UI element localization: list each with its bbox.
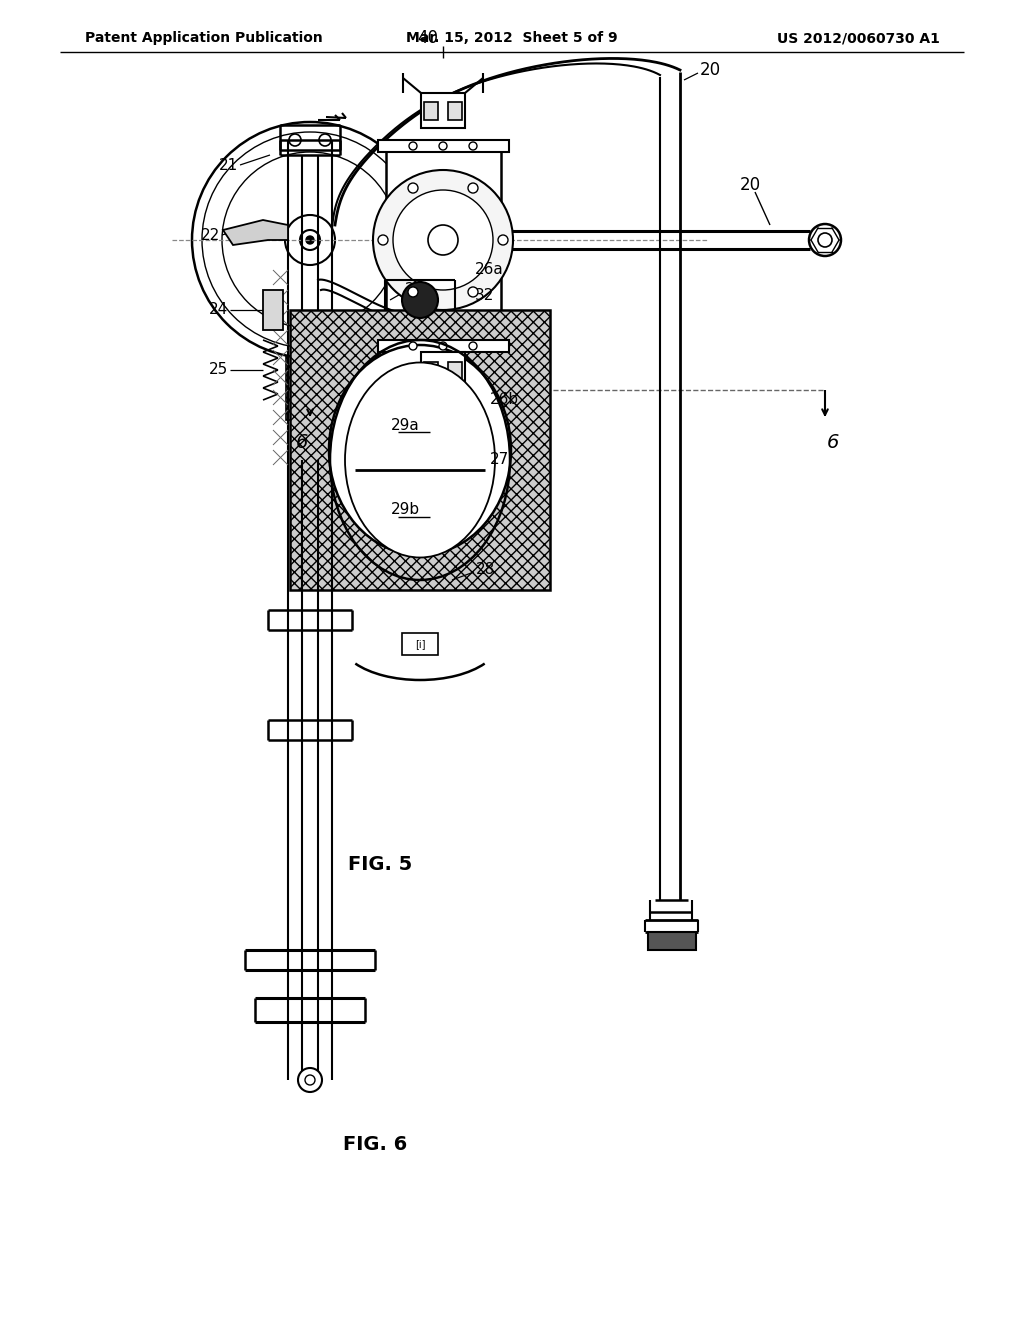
Bar xyxy=(648,932,696,950)
Circle shape xyxy=(393,190,493,290)
Polygon shape xyxy=(223,220,288,246)
Text: [i]: [i] xyxy=(415,639,425,649)
Ellipse shape xyxy=(329,345,511,554)
Circle shape xyxy=(300,230,319,249)
Circle shape xyxy=(285,215,335,265)
Bar xyxy=(378,140,509,152)
Circle shape xyxy=(298,1068,322,1092)
Circle shape xyxy=(305,1074,315,1085)
Text: 29a: 29a xyxy=(390,417,420,433)
Bar xyxy=(449,102,462,120)
Text: 20: 20 xyxy=(740,176,761,194)
Bar xyxy=(378,341,509,352)
Text: 29b: 29b xyxy=(390,503,420,517)
Circle shape xyxy=(469,342,477,350)
Ellipse shape xyxy=(345,363,495,557)
Circle shape xyxy=(498,235,508,246)
Circle shape xyxy=(378,235,388,246)
Text: 26a: 26a xyxy=(475,263,504,277)
Bar xyxy=(402,634,438,655)
Circle shape xyxy=(439,342,447,350)
Bar xyxy=(290,310,550,590)
Text: FIG. 6: FIG. 6 xyxy=(343,1135,408,1155)
Text: 40: 40 xyxy=(418,29,438,48)
Text: 32: 32 xyxy=(475,288,495,302)
Bar xyxy=(386,140,501,341)
Circle shape xyxy=(408,286,418,297)
Circle shape xyxy=(409,143,417,150)
Bar xyxy=(424,362,438,380)
Bar xyxy=(263,290,283,330)
Bar xyxy=(421,92,465,128)
Text: 25: 25 xyxy=(209,363,228,378)
Circle shape xyxy=(428,224,458,255)
Bar xyxy=(424,102,438,120)
Text: 22: 22 xyxy=(201,227,220,243)
Bar xyxy=(421,352,465,387)
Circle shape xyxy=(306,236,314,244)
Circle shape xyxy=(809,224,841,256)
Text: 6: 6 xyxy=(296,433,308,451)
Circle shape xyxy=(408,183,418,193)
Text: Patent Application Publication: Patent Application Publication xyxy=(85,30,323,45)
Text: 28: 28 xyxy=(476,562,496,578)
Circle shape xyxy=(202,132,418,348)
Circle shape xyxy=(193,121,428,358)
Text: 27: 27 xyxy=(490,453,509,467)
Text: 6: 6 xyxy=(826,433,840,451)
Circle shape xyxy=(469,143,477,150)
Circle shape xyxy=(319,135,331,147)
Circle shape xyxy=(373,170,513,310)
Text: 24: 24 xyxy=(209,302,228,318)
Text: Mar. 15, 2012  Sheet 5 of 9: Mar. 15, 2012 Sheet 5 of 9 xyxy=(407,30,617,45)
Circle shape xyxy=(468,183,478,193)
Circle shape xyxy=(468,286,478,297)
Text: 21: 21 xyxy=(219,157,238,173)
Bar xyxy=(449,362,462,380)
Text: US 2012/0060730 A1: US 2012/0060730 A1 xyxy=(777,30,940,45)
Circle shape xyxy=(409,342,417,350)
Circle shape xyxy=(439,143,447,150)
Text: 26b: 26b xyxy=(490,392,519,408)
Circle shape xyxy=(402,282,438,318)
Circle shape xyxy=(222,152,398,327)
Text: 20: 20 xyxy=(700,61,721,79)
Text: 23: 23 xyxy=(406,282,424,297)
Circle shape xyxy=(818,234,831,247)
Text: FIG. 5: FIG. 5 xyxy=(348,855,412,874)
Circle shape xyxy=(289,135,301,147)
Bar xyxy=(286,290,334,420)
